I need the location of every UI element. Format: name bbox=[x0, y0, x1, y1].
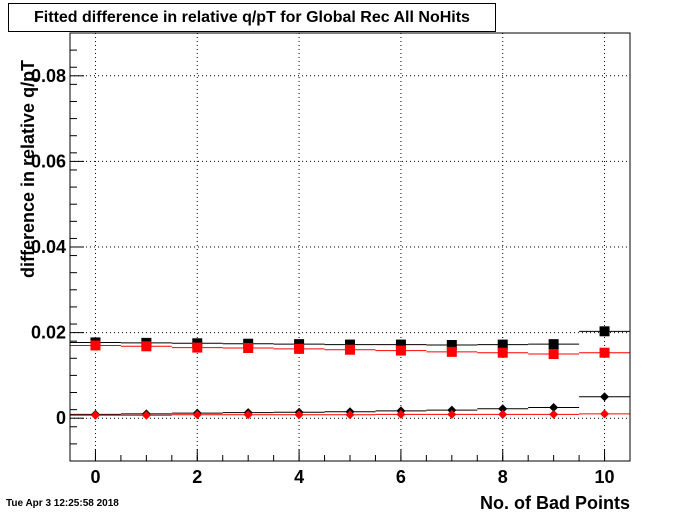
y-axis-label: difference in relative q/pT bbox=[18, 59, 38, 278]
data-point-square bbox=[294, 343, 305, 354]
x-axis-label: No. of Bad Points bbox=[480, 493, 630, 513]
axes: 0 2 4 6 8 10 0 0.02 0.04 0.06 0.08 bbox=[31, 32, 631, 487]
y-tick-label: 0.06 bbox=[31, 151, 66, 171]
data-point-diamond bbox=[396, 409, 406, 419]
data-point-diamond bbox=[447, 409, 457, 419]
data-series bbox=[70, 409, 630, 420]
data-point-square bbox=[497, 339, 508, 350]
data-point-square bbox=[90, 340, 101, 351]
x-tick-label: 6 bbox=[396, 467, 406, 487]
data-point-diamond bbox=[345, 410, 355, 420]
data-point-square bbox=[599, 326, 610, 337]
data-point-square bbox=[243, 343, 254, 354]
data-point-square bbox=[548, 339, 559, 350]
data-point-diamond bbox=[600, 409, 610, 419]
data-point-diamond bbox=[141, 410, 151, 420]
data-point-diamond bbox=[294, 410, 304, 420]
grid bbox=[70, 33, 630, 461]
series-layer bbox=[70, 326, 630, 420]
data-point-square bbox=[548, 349, 559, 359]
y-tick-label: 0 bbox=[56, 408, 66, 428]
x-tick-label: 2 bbox=[192, 467, 202, 487]
data-point-square bbox=[497, 347, 508, 358]
datestamp: Tue Apr 3 12:25:58 2018 bbox=[6, 498, 119, 509]
chart-title: Fitted difference in relative q/pT for G… bbox=[8, 3, 496, 32]
y-tick-label: 0.08 bbox=[31, 66, 66, 86]
data-point-square bbox=[446, 340, 457, 351]
data-point-diamond bbox=[498, 409, 508, 419]
data-point-square bbox=[395, 339, 406, 350]
x-tick-label: 10 bbox=[595, 467, 615, 487]
x-tick-label: 4 bbox=[294, 467, 304, 487]
x-tick-label: 0 bbox=[90, 467, 100, 487]
data-point-square bbox=[395, 345, 406, 356]
data-point-square bbox=[141, 341, 152, 352]
x-tick-label: 8 bbox=[498, 467, 508, 487]
data-point-square bbox=[345, 344, 355, 355]
data-point-square bbox=[446, 346, 457, 357]
data-point-square bbox=[345, 339, 355, 350]
y-tick-label: 0.04 bbox=[31, 237, 66, 257]
data-point-diamond bbox=[498, 404, 508, 414]
data-point-square bbox=[192, 342, 203, 353]
data-series bbox=[70, 340, 630, 359]
data-point-square bbox=[599, 347, 610, 358]
data-point-diamond bbox=[600, 392, 610, 402]
data-point-diamond bbox=[243, 410, 253, 420]
y-tick-label: 0.02 bbox=[31, 323, 66, 343]
data-point-diamond bbox=[192, 410, 202, 420]
data-point-diamond bbox=[90, 410, 100, 420]
data-point-diamond bbox=[549, 403, 559, 412]
plot-frame bbox=[69, 32, 631, 462]
data-point-diamond bbox=[549, 409, 559, 419]
